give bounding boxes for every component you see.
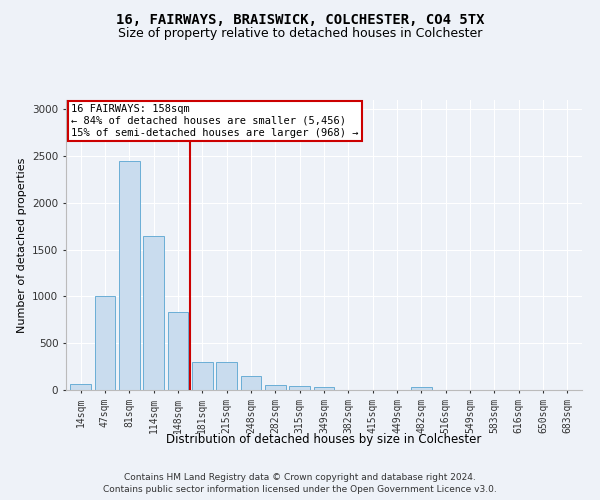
Text: Contains HM Land Registry data © Crown copyright and database right 2024.: Contains HM Land Registry data © Crown c…: [124, 472, 476, 482]
Bar: [192, 362, 212, 390]
Bar: [314, 387, 334, 390]
Bar: [411, 386, 432, 390]
Text: 16 FAIRWAYS: 158sqm
← 84% of detached houses are smaller (5,456)
15% of semi-det: 16 FAIRWAYS: 158sqm ← 84% of detached ho…: [71, 104, 359, 138]
Y-axis label: Number of detached properties: Number of detached properties: [17, 158, 26, 332]
Bar: [167, 312, 188, 390]
Text: Distribution of detached houses by size in Colchester: Distribution of detached houses by size …: [166, 432, 482, 446]
Text: Contains public sector information licensed under the Open Government Licence v3: Contains public sector information licen…: [103, 485, 497, 494]
Bar: [216, 362, 237, 390]
Bar: [241, 376, 262, 390]
Bar: [289, 386, 310, 390]
Bar: [70, 384, 91, 390]
Bar: [95, 296, 115, 390]
Bar: [265, 385, 286, 390]
Bar: [119, 161, 140, 390]
Text: 16, FAIRWAYS, BRAISWICK, COLCHESTER, CO4 5TX: 16, FAIRWAYS, BRAISWICK, COLCHESTER, CO4…: [116, 12, 484, 26]
Bar: [143, 236, 164, 390]
Text: Size of property relative to detached houses in Colchester: Size of property relative to detached ho…: [118, 28, 482, 40]
